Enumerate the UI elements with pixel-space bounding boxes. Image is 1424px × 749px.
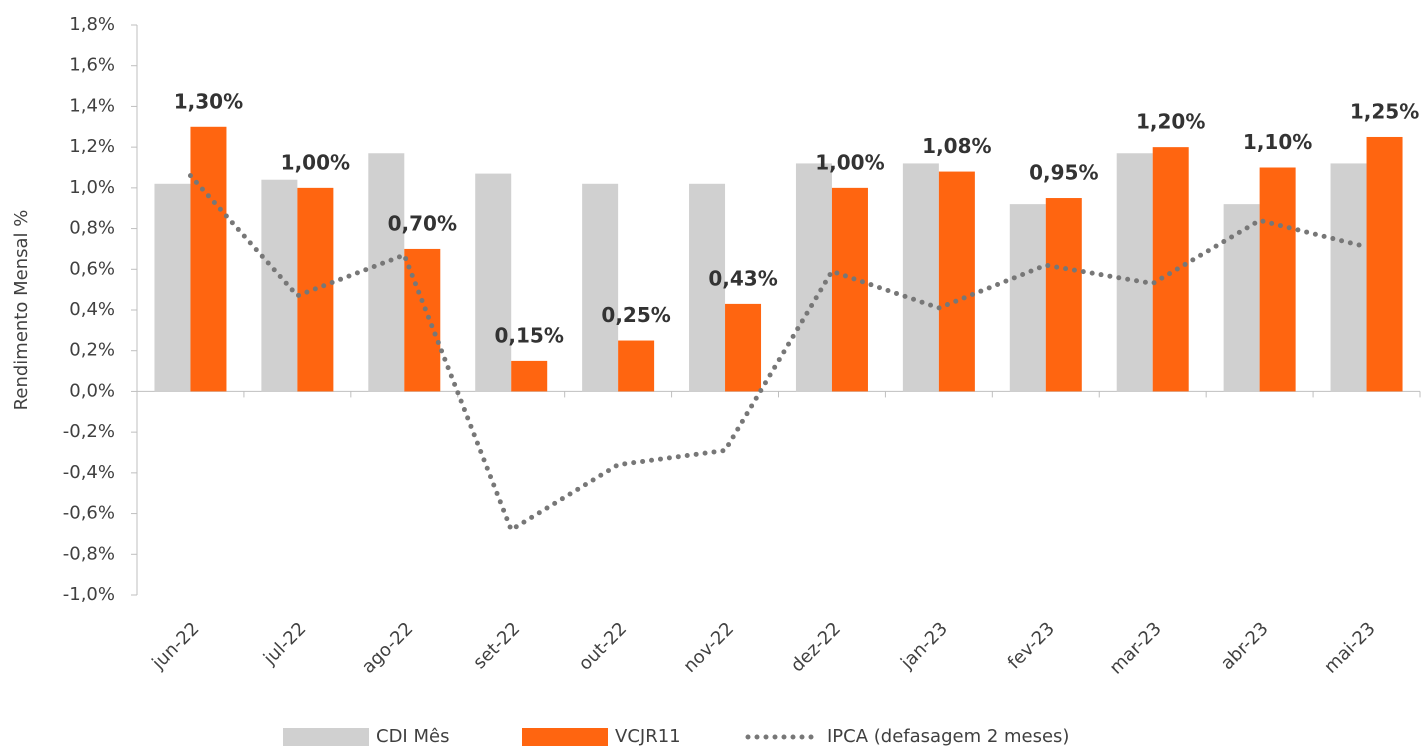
- bar: [261, 179, 298, 392]
- line: [187, 173, 1370, 534]
- y-tick-label: 1,8%: [69, 14, 115, 35]
- bar: [475, 173, 512, 392]
- bar: [1045, 198, 1082, 392]
- y-tick-label: 0,4%: [69, 299, 115, 320]
- y-tick-label: 0,8%: [69, 218, 115, 239]
- bar: [511, 360, 548, 392]
- x-tick-label: dez-22: [787, 618, 845, 676]
- bar: [831, 187, 868, 392]
- bar: [1116, 153, 1153, 392]
- y-tick-label: 1,2%: [69, 136, 115, 157]
- bar: [689, 183, 726, 392]
- data-label: 1,08%: [922, 134, 991, 158]
- data-label: 1,10%: [1243, 130, 1312, 154]
- legend-label: CDI Mês: [376, 726, 449, 747]
- bar: [938, 171, 975, 392]
- data-label: 0,70%: [388, 211, 457, 235]
- x-tick-label: jan-23: [896, 618, 952, 674]
- bar: [404, 248, 441, 392]
- data-label: 1,20%: [1136, 110, 1205, 134]
- bar: [190, 126, 227, 392]
- y-tick-label: -0,4%: [63, 462, 115, 483]
- bar: [618, 340, 655, 392]
- x-tick-label: ago-22: [358, 618, 418, 678]
- legend-label: VCJR11: [615, 726, 681, 747]
- x-tick-label: abr-23: [1217, 618, 1273, 674]
- legend-label: IPCA (defasagem 2 meses): [827, 726, 1069, 747]
- legend-swatch: [283, 728, 369, 746]
- data-label: 0,95%: [1029, 161, 1098, 185]
- bar: [1259, 167, 1296, 392]
- bar: [582, 183, 619, 392]
- data-label: 1,00%: [281, 150, 350, 174]
- y-tick-label: -0,8%: [63, 543, 115, 564]
- bar: [1223, 204, 1260, 392]
- data-label: 0,43%: [708, 266, 777, 290]
- data-label: 1,00%: [815, 150, 884, 174]
- data-label: 1,25%: [1350, 99, 1419, 123]
- x-tick-label: set-22: [469, 618, 524, 673]
- data-label: 0,15%: [495, 323, 564, 347]
- y-tick-label: 0,6%: [69, 258, 115, 279]
- x-tick-label: mai-23: [1320, 618, 1379, 677]
- bar: [1152, 147, 1189, 392]
- y-axis-label: Rendimento Mensal %: [11, 210, 32, 411]
- y-tick-label: 1,4%: [69, 95, 115, 116]
- x-tick-label: jul-22: [259, 618, 310, 669]
- data-label: 0,25%: [601, 303, 670, 327]
- x-tick-label: out-22: [575, 618, 631, 674]
- y-tick-label: 1,0%: [69, 177, 115, 198]
- bar: [725, 303, 762, 392]
- y-tick-label: 0,0%: [69, 380, 115, 401]
- y-tick-label: -0,2%: [63, 421, 115, 442]
- x-tick-label: fev-23: [1004, 618, 1059, 673]
- x-tick-label: mar-23: [1106, 618, 1166, 678]
- y-tick-label: 0,2%: [69, 340, 115, 361]
- x-tick-label: nov-22: [679, 618, 738, 677]
- y-tick-label: -0,6%: [63, 503, 115, 524]
- data-label: 1,30%: [174, 89, 243, 113]
- bar: [368, 153, 405, 392]
- y-tick-label: -1,0%: [63, 584, 115, 605]
- bar: [795, 163, 832, 392]
- bar: [902, 163, 939, 392]
- legend-swatch: [522, 728, 608, 746]
- bar: [1009, 204, 1046, 392]
- x-tick-label: jun-22: [148, 618, 204, 674]
- bar: [1330, 163, 1367, 392]
- y-tick-label: 1,6%: [69, 55, 115, 76]
- bar: [154, 183, 191, 392]
- bar: [1366, 136, 1403, 392]
